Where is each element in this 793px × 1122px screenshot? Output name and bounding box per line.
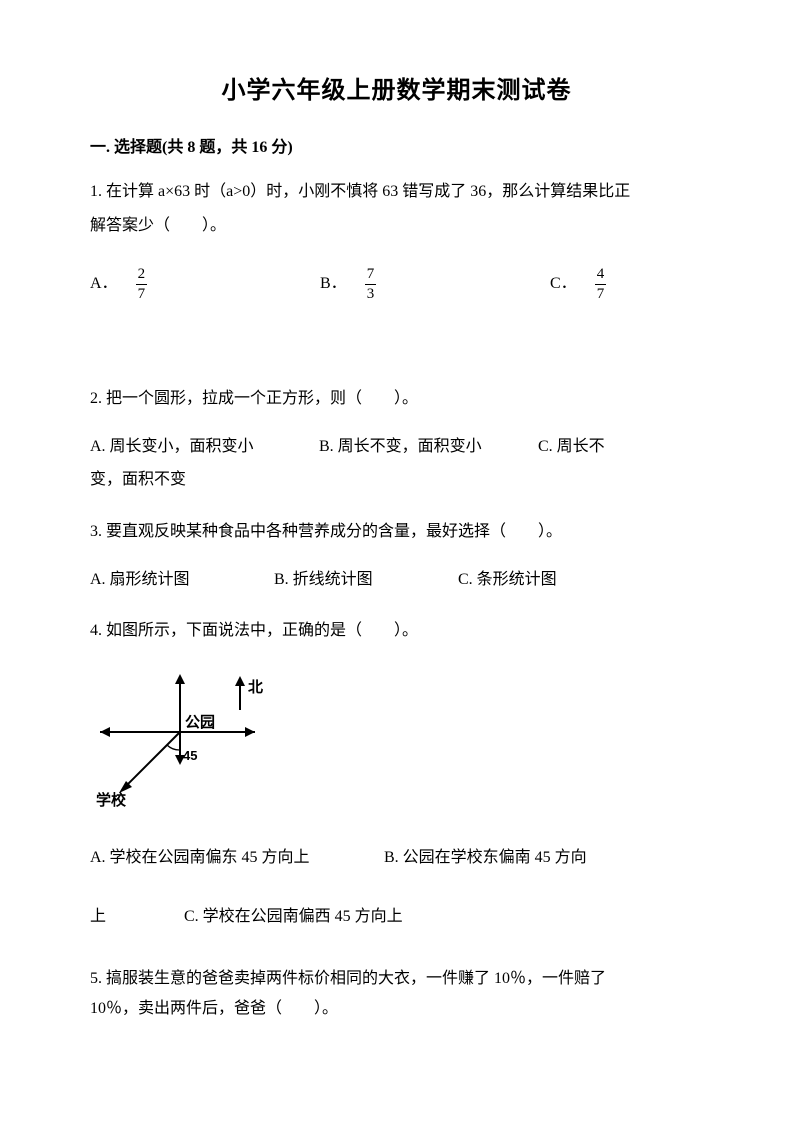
q1-option-a: A． 2 7 xyxy=(90,266,320,302)
q3-options: A. 扇形统计图 B. 折线统计图 C. 条形统计图 xyxy=(90,563,703,597)
question-4: 4. 如图所示，下面说法中，正确的是（ ）。 xyxy=(90,614,703,648)
question-5: 5. 搞服装生意的爸爸卖掉两件标价相同的大衣，一件赚了 10％，一件赔了 10％… xyxy=(90,964,703,1025)
q1-optA-fraction: 2 7 xyxy=(136,266,148,302)
north-label: 北 xyxy=(248,679,263,696)
q4-option-b: B. 公园在学校东偏南 45 方向 xyxy=(384,849,587,866)
q1-option-b: B． 7 3 xyxy=(320,266,550,302)
exam-page: 小学六年级上册数学期末测试卷 一. 选择题(共 8 题，共 16 分) 1. 在… xyxy=(0,0,793,1122)
frac-den: 7 xyxy=(136,284,148,303)
q1-line1: 1. 在计算 a×63 时（a>0）时，小刚不慎将 63 错写成了 36，那么计… xyxy=(90,183,630,200)
angle-arc xyxy=(167,745,180,750)
question-1: 1. 在计算 a×63 时（a>0）时，小刚不慎将 63 错写成了 36，那么计… xyxy=(90,175,703,242)
question-2: 2. 把一个圆形，拉成一个正方形，则（ ）。 xyxy=(90,382,703,416)
arrow-north-axis xyxy=(175,674,185,684)
q5-line2: 10％，卖出两件后，爸爸（ ）。 xyxy=(90,1000,338,1017)
q2-text: 2. 把一个圆形，拉成一个正方形，则（ ）。 xyxy=(90,390,418,407)
q1-optC-fraction: 4 7 xyxy=(595,266,607,302)
q2-option-b: B. 周长不变，面积变小 xyxy=(319,430,534,464)
arrow-west xyxy=(100,727,110,737)
q1-optA-label: A． xyxy=(90,271,118,297)
direction-diagram-svg: 北 公园 45 学校 xyxy=(90,662,280,812)
q1-option-c: C． 4 7 xyxy=(550,266,700,302)
q3-option-c: C. 条形统计图 xyxy=(458,571,557,588)
q2-options: A. 周长变小，面积变小 B. 周长不变，面积变小 C. 周长不 变，面积不变 xyxy=(90,430,703,497)
q4-options-line2: 上 C. 学校在公园南偏西 45 方向上 xyxy=(90,900,703,934)
park-label: 公园 xyxy=(185,714,215,731)
q1-optC-label: C． xyxy=(550,271,577,297)
q4-text: 4. 如图所示，下面说法中，正确的是（ ）。 xyxy=(90,622,418,639)
q5-line1: 5. 搞服装生意的爸爸卖掉两件标价相同的大衣，一件赚了 10％，一件赔了 xyxy=(90,970,606,987)
q1-options: A． 2 7 B． 7 3 C． 4 7 xyxy=(90,266,703,302)
spacer xyxy=(90,342,703,382)
frac-num: 2 xyxy=(136,266,148,284)
frac-den: 3 xyxy=(365,284,377,303)
q4-option-c: C. 学校在公园南偏西 45 方向上 xyxy=(184,908,403,925)
q4-line2-prefix: 上 xyxy=(90,900,180,934)
frac-den: 7 xyxy=(595,284,607,303)
q3-text: 3. 要直观反映某种食品中各种营养成分的含量，最好选择（ ）。 xyxy=(90,523,562,540)
q2-option-c-part1: C. 周长不 xyxy=(538,438,605,455)
q3-option-b: B. 折线统计图 xyxy=(274,563,454,597)
north-arrow-head xyxy=(235,676,245,686)
q3-option-a: A. 扇形统计图 xyxy=(90,563,270,597)
q1-optB-fraction: 7 3 xyxy=(365,266,377,302)
q4-diagram: 北 公园 45 学校 xyxy=(90,662,703,817)
q2-option-c-part2: 变，面积不变 xyxy=(90,471,186,488)
q1-optB-label: B． xyxy=(320,271,347,297)
q4-option-a: A. 学校在公园南偏东 45 方向上 xyxy=(90,841,380,875)
school-label: 学校 xyxy=(96,791,127,809)
section-1-heading: 一. 选择题(共 8 题，共 16 分) xyxy=(90,133,703,157)
school-direction-line xyxy=(122,732,180,790)
frac-num: 7 xyxy=(365,266,377,284)
question-3: 3. 要直观反映某种食品中各种营养成分的含量，最好选择（ ）。 xyxy=(90,515,703,549)
page-title: 小学六年级上册数学期末测试卷 xyxy=(90,70,703,105)
q2-option-a: A. 周长变小，面积变小 xyxy=(90,430,315,464)
q4-options-line1: A. 学校在公园南偏东 45 方向上 B. 公园在学校东偏南 45 方向 xyxy=(90,841,703,875)
angle-label: 45 xyxy=(183,748,197,763)
q1-line2: 解答案少（ ）。 xyxy=(90,217,226,234)
arrow-east xyxy=(245,727,255,737)
frac-num: 4 xyxy=(595,266,607,284)
